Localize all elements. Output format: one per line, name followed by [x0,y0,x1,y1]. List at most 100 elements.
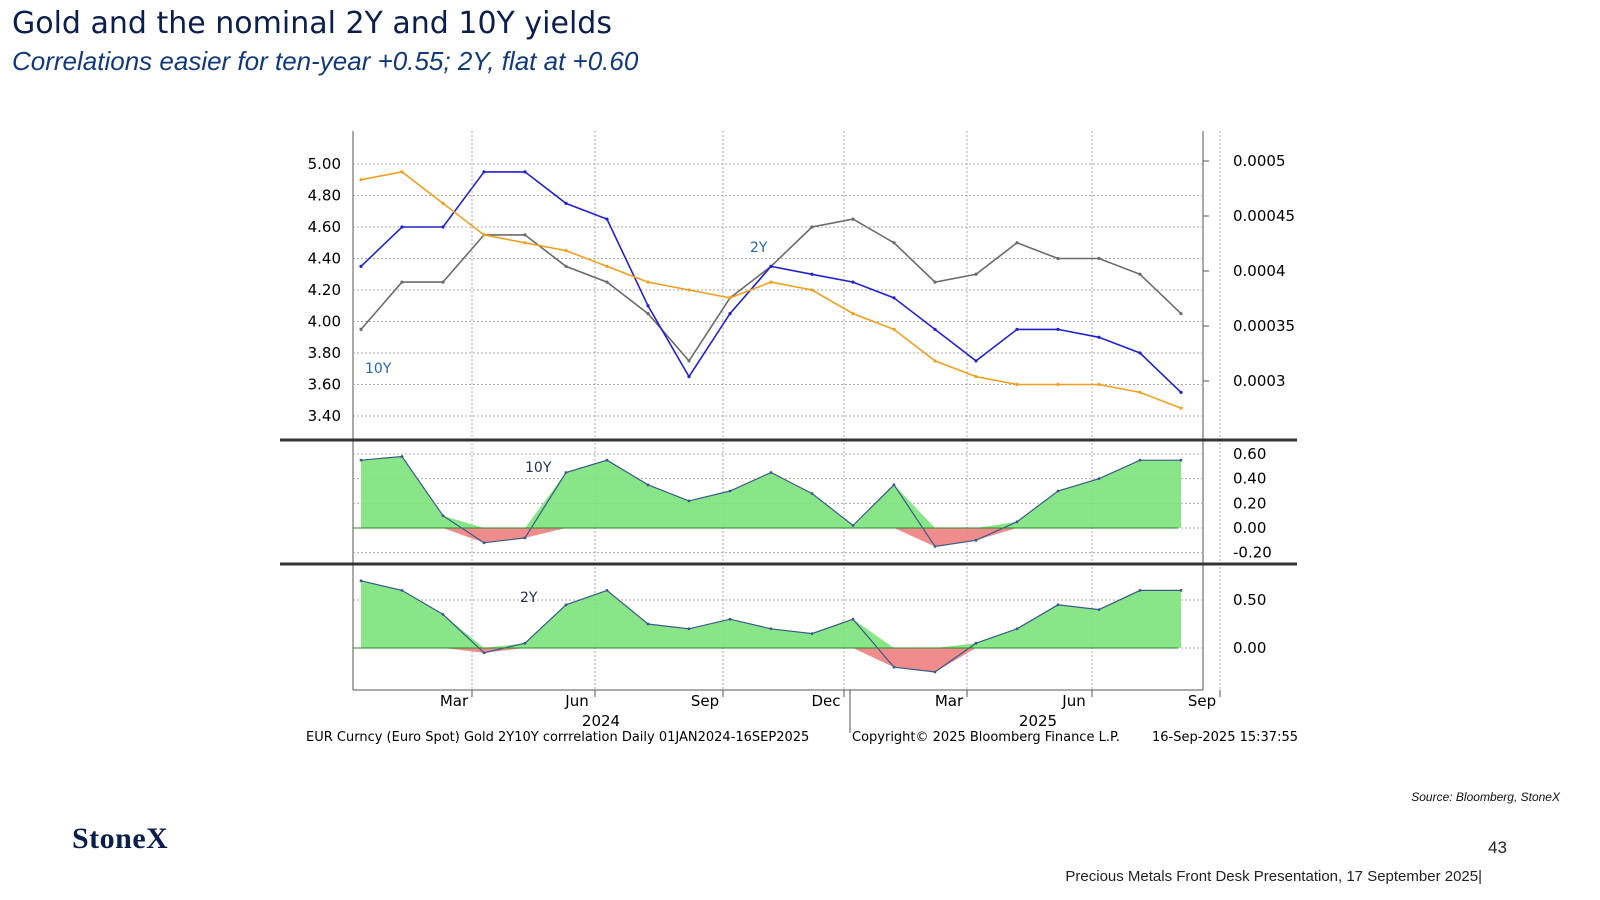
two_year-point [933,327,937,331]
ten-year-corr-correlation-point [605,458,609,462]
two-year-corr-correlation-point [1015,627,1019,631]
ten-year-corr-correlation-point [728,489,732,493]
ten-year-corr-correlation-point [1179,458,1183,462]
gold-point [1015,382,1019,387]
source-note: Source: Bloomberg, StoneX [1411,790,1560,804]
two-year-corr-correlation-point [892,665,896,669]
page-number: 43 [1488,838,1507,857]
two_year-point [1015,327,1019,331]
ten-year-corr-tick-label: 0.60 [1233,445,1266,463]
yield-panel: 5.00 4.80 4.60 4.40 4.20 4.00 3.80 3.60 3.40 0.00… [308,152,1295,425]
ten_year-point [892,241,896,245]
ten_year-point [646,312,650,316]
two_year-point [400,225,404,229]
right-axis-tick-label: 0.00045 [1233,207,1295,225]
two-year-corr-positive-area [361,580,1181,648]
gold-point [1097,382,1101,387]
ten-year-corr-correlation-point [892,483,896,487]
ten_year-point [564,264,568,268]
ten-year-corr-correlation-point [359,458,363,462]
grid [280,131,1297,691]
two-year-corr-correlation-point [400,589,404,592]
bloomberg-footer-left: EUR Curncy (Euro Spot) Gold 2Y10Y corrre… [306,730,809,745]
left-axis-tick-label: 3.60 [308,376,341,394]
gold-point [482,233,486,237]
bloomberg-footer-timestamp: 16-Sep-2025 15:37:55 [1152,730,1298,745]
two_year-point [687,375,691,379]
two_year-point [851,280,855,284]
two_year-point [1097,335,1101,339]
x-month-label: Jun [1061,692,1085,710]
ten_year-point [1179,312,1183,316]
left-axis-tick-label: 3.80 [308,344,341,362]
ten-year-corr-correlation-point [400,455,404,458]
ten_year-point [1015,241,1019,245]
right-axis-tick-label: 0.00035 [1233,317,1295,335]
ten-year-corr-correlation-point [1097,477,1101,481]
ten_year-point [1056,256,1060,261]
gold-point [851,312,855,316]
two_year-point [605,217,609,221]
x-year-label-2025: 2025 [1019,712,1057,730]
chart: 5.00 4.80 4.60 4.40 4.20 4.00 3.80 3.60 3.40 0.00… [280,131,1298,745]
two-year-corr-correlation-point [1138,589,1142,592]
ten_year-point [933,280,937,284]
left-axis-tick-label: 5.00 [308,155,341,173]
gold-point [441,201,445,205]
bloomberg-footer-copyright: Copyright© 2025 Bloomberg Finance L.P. [852,730,1120,745]
ten-year-corr-correlation-point [564,471,568,474]
gold-point [728,296,732,300]
two-year-corr-correlation-point [646,622,650,626]
two_year-point [1056,327,1060,331]
gold-point [400,170,404,174]
two-year-corr-correlation-point [482,651,486,655]
two_year-point [564,201,568,205]
gold-point [1056,382,1060,387]
two-year-corr-tick-label: 0.00 [1233,639,1266,657]
two_year-point [769,264,773,268]
ten-year-corr-annotation: 10Y [525,460,552,476]
page-title: Gold and the nominal 2Y and 10Y yields [12,6,612,41]
two-year-corr-correlation-point [1179,589,1183,592]
gold-point [974,375,978,379]
ten-year-corr-correlation-point [851,524,855,527]
x-axis: Mar Jun Sep Dec Mar Jun Sep 2024 2025 [440,690,1221,733]
ten-year-corr-correlation-point [523,536,527,540]
two-year-corr-correlation-point [523,641,527,645]
two-year-corr-correlation-point [359,579,363,583]
left-axis-tick-label: 4.00 [308,313,341,331]
two-year-corr-correlation-point [605,589,609,592]
ten-year-corr-positive-area [361,456,1181,528]
left-axis-tick-label: 4.40 [308,250,341,268]
gold-point [605,264,609,268]
two-year-corr-correlation-point [441,613,445,616]
two_year-point [892,296,896,300]
ten-year-corr-correlation-point [933,545,937,548]
gold-point [1138,390,1142,394]
ten-year-corr-tick-label: -0.20 [1233,544,1272,562]
left-axis-tick-label: 4.20 [308,281,341,299]
gold-point [892,327,896,331]
right-axis-tick-label: 0.0003 [1233,372,1286,390]
gold-point [523,241,527,245]
ten-year-corr-correlation-point [1056,489,1060,493]
right-axis-tick-label: 0.0005 [1233,152,1286,170]
two-year-corr-tick-label: 0.50 [1233,591,1266,609]
two-year-corr-correlation-point [564,603,568,607]
ten-year-corr-correlation-point [687,499,691,503]
two-year-corr-correlation-point [687,627,691,631]
ten_year-point [441,280,445,284]
two_year-point [1138,351,1142,355]
stonex-logo: StoneX [72,822,169,855]
ten_year-point [810,225,814,229]
x-month-label: Sep [1188,692,1216,710]
ten-year-annotation: 10Y [365,361,392,377]
two_year-point [482,170,486,174]
ten_year-point [605,280,609,284]
gold-point [769,280,773,284]
two-year-corr-correlation-point [1056,603,1060,607]
ten-year-corr-correlation-point [810,492,814,495]
ten_year-point [523,233,527,237]
ten_year-point [359,327,363,331]
left-axis-tick-label: 4.80 [308,187,341,205]
